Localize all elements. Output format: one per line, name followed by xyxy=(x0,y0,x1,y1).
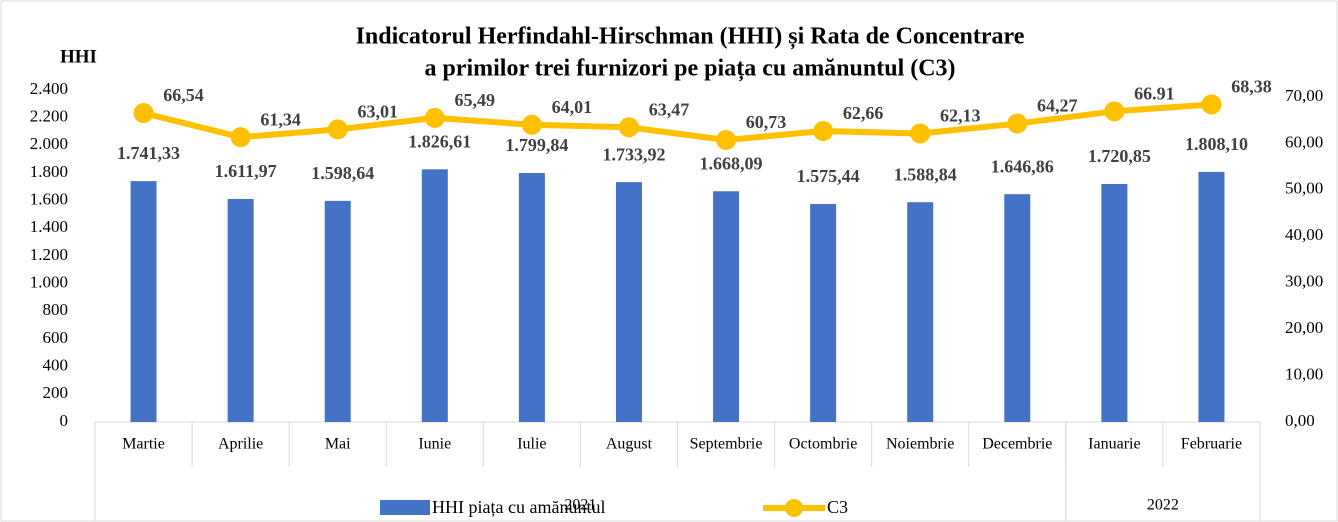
line-marker xyxy=(1104,101,1125,122)
x-tick-label: Iulie xyxy=(517,436,546,453)
line xyxy=(142,101,1212,144)
y-tick-label: 1.000 xyxy=(30,273,68,292)
x-tick-label: Septembrie xyxy=(690,436,763,453)
chart-title: Indicatorul Herfindahl-Hirschman (HHI) ș… xyxy=(356,24,1025,50)
y2-tick-label: 60,00 xyxy=(1285,132,1323,151)
legend-swatch xyxy=(785,499,803,517)
y-tick-label: 600 xyxy=(43,328,69,347)
data-label: 63,47 xyxy=(649,99,690,119)
x-tick-label: Mai xyxy=(325,436,351,453)
bar xyxy=(713,191,740,422)
line-marker xyxy=(230,127,251,148)
x-tick-label: Aprilie xyxy=(218,436,263,453)
data-label: 1.799,84 xyxy=(505,135,568,155)
data-label: 66,54 xyxy=(163,85,204,105)
legend-label: HHI piața cu amănuntul xyxy=(432,497,605,517)
bar xyxy=(907,202,934,422)
line-marker xyxy=(521,114,542,135)
bar xyxy=(130,181,157,422)
y-tick-label: 2.200 xyxy=(30,107,68,126)
x-tick-label: Noiembrie xyxy=(886,436,954,453)
x-group-label: 2022 xyxy=(1147,497,1179,514)
x-tick-label: Iunie xyxy=(418,436,451,453)
y-tick-label: 200 xyxy=(43,383,69,402)
bar xyxy=(1101,183,1128,422)
data-label: 62,13 xyxy=(940,106,981,126)
data-label: 68,38 xyxy=(1231,77,1272,97)
line-marker xyxy=(813,121,834,142)
data-label: 61,34 xyxy=(260,109,301,129)
legend-label: C3 xyxy=(827,497,848,517)
line-marker xyxy=(1201,94,1222,115)
x-tick-label: August xyxy=(606,436,653,453)
bar xyxy=(615,182,642,422)
bar xyxy=(324,200,351,422)
x-tick-label: Ianuarie xyxy=(1088,436,1140,453)
y-tick-label: 400 xyxy=(43,356,69,375)
y2-tick-label: 30,00 xyxy=(1285,272,1323,291)
data-label: 62,66 xyxy=(843,103,884,123)
bar xyxy=(810,204,837,422)
line-marker xyxy=(910,123,931,144)
data-label: 1.575,44 xyxy=(797,166,860,186)
data-label: 1.741,33 xyxy=(117,143,180,163)
data-label: 63,01 xyxy=(357,102,398,122)
data-label: 1.588,84 xyxy=(894,164,957,184)
data-label: 1.646,86 xyxy=(991,156,1054,176)
y-tick-label: 2.400 xyxy=(30,79,68,98)
line-marker xyxy=(424,107,445,128)
data-label: 1.611,97 xyxy=(215,161,277,181)
y2-tick-label: 70,00 xyxy=(1285,86,1323,105)
bar xyxy=(227,199,254,422)
data-label: 1.720,85 xyxy=(1088,146,1151,166)
data-label: 65,49 xyxy=(455,90,496,110)
y-axis-label: HHI xyxy=(60,46,97,67)
y2-tick-label: 10,00 xyxy=(1285,364,1323,383)
data-label: 1.826,61 xyxy=(408,131,471,151)
bar xyxy=(518,173,545,422)
y-tick-label: 800 xyxy=(43,300,69,319)
data-label: 64,01 xyxy=(552,97,593,117)
x-tick-label: Decembrie xyxy=(982,436,1052,453)
y2-tick-label: 20,00 xyxy=(1285,318,1323,337)
y-tick-label: 1.800 xyxy=(30,162,68,181)
x-tick-label: Martie xyxy=(122,436,165,453)
y-tick-label: 2.000 xyxy=(30,134,68,153)
bar xyxy=(1198,171,1225,422)
y-tick-label: 1.200 xyxy=(30,245,68,264)
data-label: 64,27 xyxy=(1037,96,1078,116)
legend-swatch xyxy=(380,500,430,515)
data-label: 60,73 xyxy=(746,112,787,132)
y-tick-label: 1.400 xyxy=(30,217,68,236)
line-marker xyxy=(1007,113,1028,134)
y2-tick-label: 50,00 xyxy=(1285,179,1323,198)
y-tick-label: 0 xyxy=(60,411,69,430)
line-marker xyxy=(716,130,737,151)
chart-title: a primilor trei furnizori pe piața cu am… xyxy=(424,56,955,82)
y-tick-label: 1.600 xyxy=(30,190,68,209)
data-label: 1.668,09 xyxy=(700,153,763,173)
line-marker xyxy=(618,117,639,138)
y2-tick-label: 0,00 xyxy=(1285,411,1315,430)
line-marker xyxy=(133,103,154,124)
y2-tick-label: 40,00 xyxy=(1285,225,1323,244)
data-label: 66.91 xyxy=(1134,83,1175,103)
line-marker xyxy=(327,119,348,140)
data-label: 1.733,92 xyxy=(602,144,665,164)
x-group-label: 2021 xyxy=(564,497,596,514)
bar xyxy=(1004,194,1031,422)
x-tick-label: Februarie xyxy=(1181,436,1242,453)
x-tick-label: Octombrie xyxy=(789,436,857,453)
data-label: 1.808,10 xyxy=(1185,134,1248,154)
bar xyxy=(421,169,448,422)
data-label: 1.598,64 xyxy=(311,163,374,183)
